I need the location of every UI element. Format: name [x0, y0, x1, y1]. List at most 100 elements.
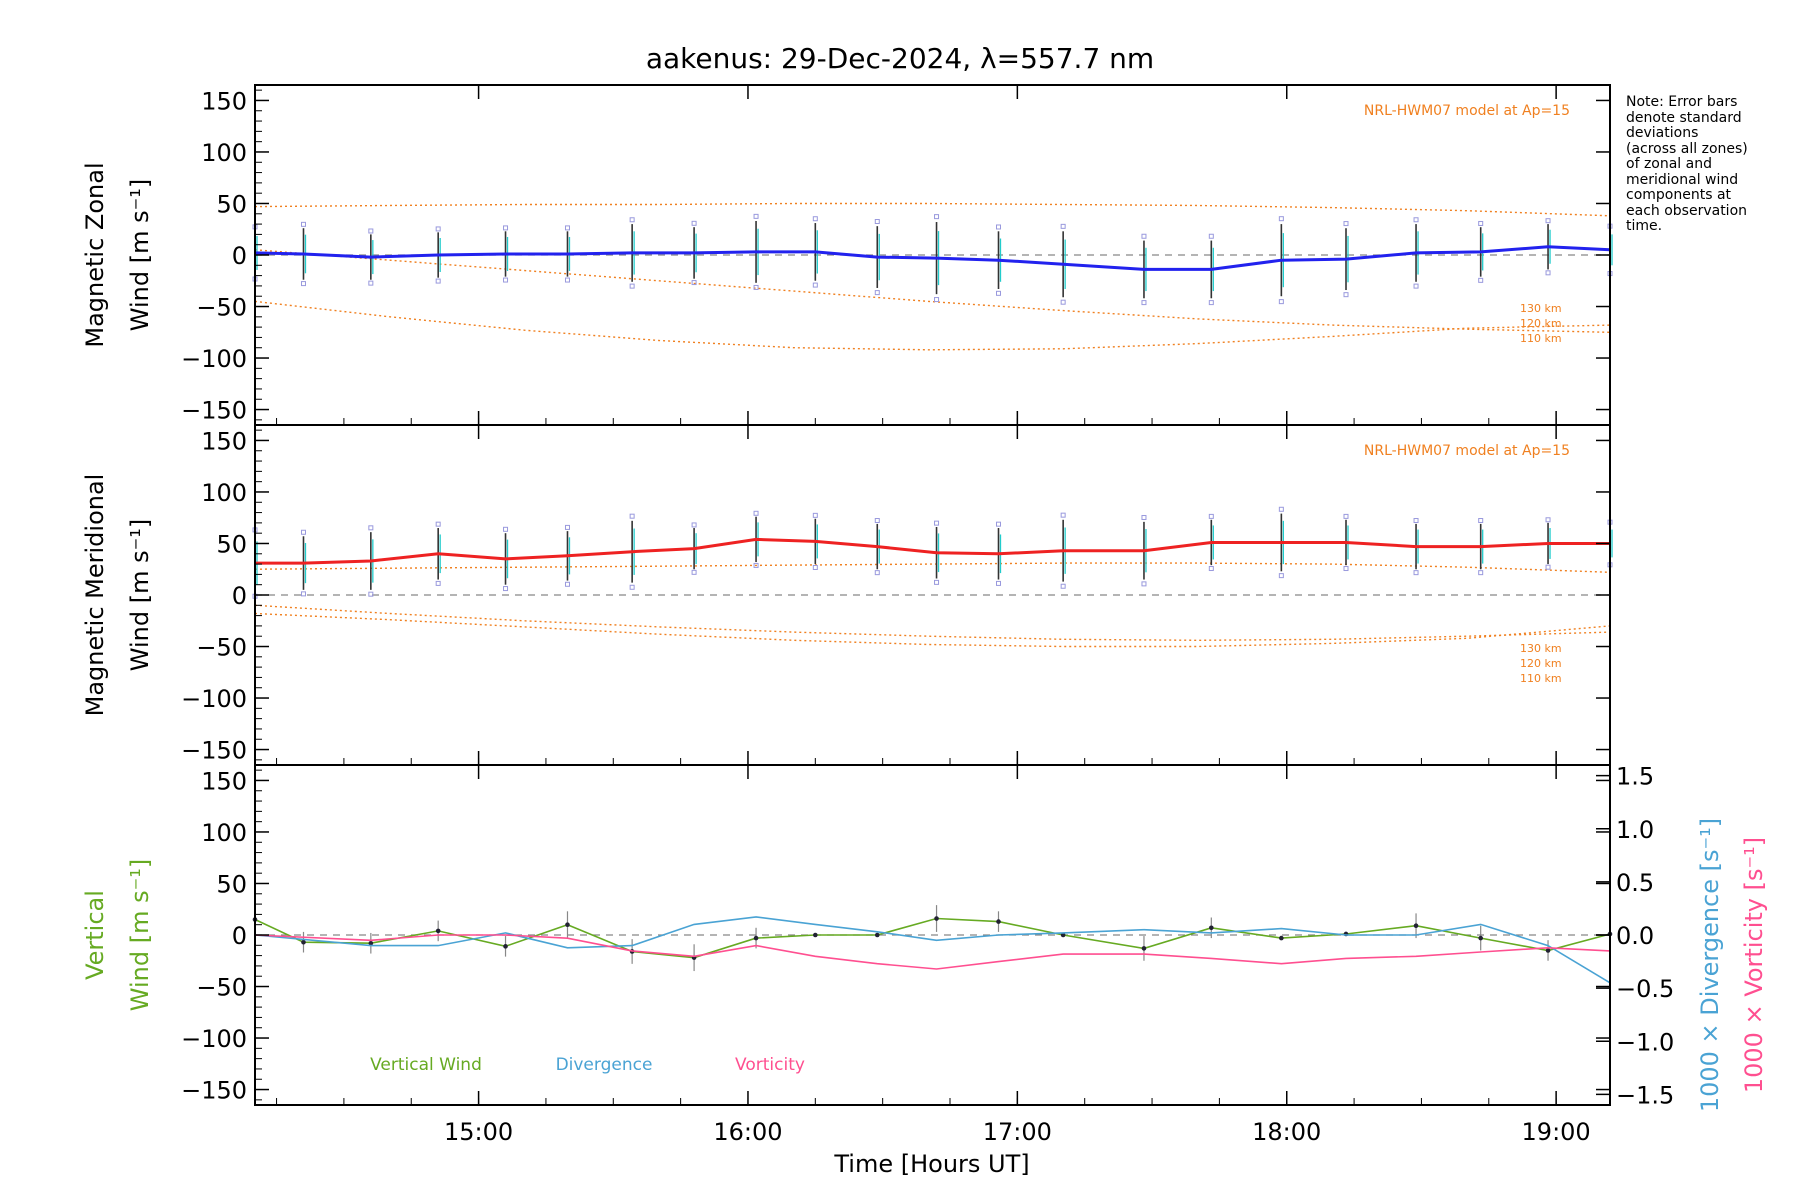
- zone-marker: [1141, 581, 1147, 587]
- y2-tick-label: 1.0: [1616, 816, 1654, 844]
- y-axis-label-line2: Wind [m s⁻¹]: [126, 179, 154, 331]
- zone-marker: [995, 224, 1001, 230]
- zone-marker: [812, 512, 818, 518]
- zone-marker: [435, 226, 441, 232]
- zone-marker: [753, 213, 759, 219]
- zone-marker: [503, 586, 509, 592]
- meridional-wind-line: [255, 537, 1610, 565]
- zone-marker: [1343, 292, 1349, 298]
- model-curve-110-km: [254, 612, 1611, 648]
- zone-marker: [368, 591, 374, 597]
- y-axis-label-line2: Wind [m s⁻¹]: [126, 519, 154, 671]
- zone-marker: [691, 522, 697, 528]
- vertical-wind-point: [368, 940, 374, 946]
- note-line: (across all zones): [1626, 140, 1748, 157]
- y-tick-label: −50: [196, 634, 247, 662]
- y2-tick-label: −0.5: [1616, 975, 1674, 1003]
- vertical-wind-point: [1209, 925, 1214, 931]
- y-tick-label: 50: [216, 870, 247, 898]
- vertical-wind-point: [1413, 923, 1419, 929]
- zone-marker: [300, 221, 306, 227]
- model-curve-110-km: [254, 300, 1611, 351]
- zone-marker: [629, 283, 635, 289]
- vertical-wind-point: [301, 939, 306, 945]
- legend-entry: Vorticity: [735, 1055, 805, 1075]
- zone-marker: [1413, 570, 1419, 576]
- model-altitude-label: 130 km: [1520, 642, 1562, 655]
- x-tick-label: 17:00: [983, 1118, 1052, 1146]
- model-curve-130-km: [254, 202, 1611, 217]
- zone-marker: [874, 219, 880, 225]
- chart-title: aakenus: 29-Dec-2024, λ=557.7 nm: [646, 42, 1154, 75]
- zone-marker: [300, 281, 306, 287]
- zone-marker: [1060, 512, 1066, 518]
- zone-marker: [691, 220, 697, 226]
- y-tick-label: −100: [181, 345, 247, 373]
- note-line: denote standard: [1626, 109, 1742, 126]
- y-tick-label: −100: [181, 1025, 247, 1053]
- y-tick-label: −150: [181, 1077, 247, 1105]
- zone-marker: [995, 521, 1001, 527]
- zone-marker: [1208, 233, 1214, 239]
- zone-marker: [1141, 233, 1147, 239]
- y2-tick-label: 0.0: [1616, 922, 1654, 950]
- zone-marker: [1413, 518, 1419, 524]
- panel-meridional: NRL-HWM07 model at Ap=15 130 km 120 km 110 …: [81, 424, 1613, 766]
- x-tick-label: 15:00: [444, 1118, 513, 1146]
- model-altitude-label: 110 km: [1520, 332, 1562, 345]
- y-tick-label: 150: [201, 87, 247, 115]
- zone-marker: [1545, 218, 1551, 224]
- zone-marker: [300, 591, 306, 597]
- y-tick-label: 100: [201, 819, 247, 847]
- y-tick-label: 150: [201, 427, 247, 455]
- zone-marker: [1060, 583, 1066, 589]
- zone-marker: [1545, 270, 1551, 276]
- vertical-wind-point: [1060, 932, 1066, 938]
- y-axis-label-line2: Wind [m s⁻¹]: [126, 859, 154, 1011]
- y-tick-label: −50: [196, 974, 247, 1002]
- zone-marker: [368, 280, 374, 286]
- y-tick-label: −150: [181, 397, 247, 425]
- vertical-wind-point: [1478, 935, 1483, 941]
- y-tick-label: 0: [232, 922, 247, 950]
- zone-marker: [368, 525, 374, 531]
- zone-marker: [1413, 283, 1419, 289]
- panels-group: NRL-HWM07 model at Ap=15 130 km 120 km 110 …: [81, 84, 1768, 1178]
- zone-marker: [1208, 300, 1214, 306]
- vertical-wind-point: [934, 916, 939, 921]
- zone-marker: [1545, 517, 1551, 523]
- x-tick-label: 16:00: [713, 1118, 782, 1146]
- zonal-wind-line: [254, 245, 1611, 271]
- y-tick-label: −150: [181, 737, 247, 765]
- zone-marker: [1478, 220, 1484, 226]
- legend-entry: Vertical Wind: [370, 1055, 482, 1075]
- y2-tick-label: −1.5: [1616, 1081, 1674, 1109]
- zone-marker: [1545, 564, 1551, 570]
- y-axis-label-line1: Magnetic Meridional: [81, 474, 109, 717]
- zone-marker: [1208, 566, 1214, 572]
- zone-marker: [1478, 570, 1484, 576]
- legend-entry: Divergence: [556, 1055, 653, 1075]
- model-altitude-label: 120 km: [1520, 317, 1562, 330]
- zone-marker: [934, 214, 940, 220]
- zone-marker: [629, 513, 635, 519]
- note-line: deviations: [1626, 125, 1699, 141]
- vertical-wind-point: [565, 922, 570, 927]
- vertical-wind-point: [813, 932, 818, 938]
- zone-marker: [1141, 300, 1147, 306]
- zone-marker: [1060, 223, 1066, 229]
- error-bar-note: Note: Error bars denote standard deviati…: [1626, 94, 1796, 235]
- zone-marker: [1478, 518, 1484, 524]
- zone-marker: [753, 562, 759, 568]
- y-tick-label: 100: [201, 139, 247, 167]
- zone-marker: [874, 570, 880, 576]
- model-altitude-label: 120 km: [1520, 657, 1562, 670]
- divergence-line: [254, 916, 1611, 984]
- panel-vertical: −150 −100 −50 0 50 100 150 Vertical Wind [m s⁻¹]…: [81, 763, 1768, 1113]
- y-tick-label: 50: [216, 190, 247, 218]
- vertical-wind-point: [874, 932, 880, 938]
- zone-marker: [1343, 566, 1349, 572]
- zone-marker: [300, 529, 306, 535]
